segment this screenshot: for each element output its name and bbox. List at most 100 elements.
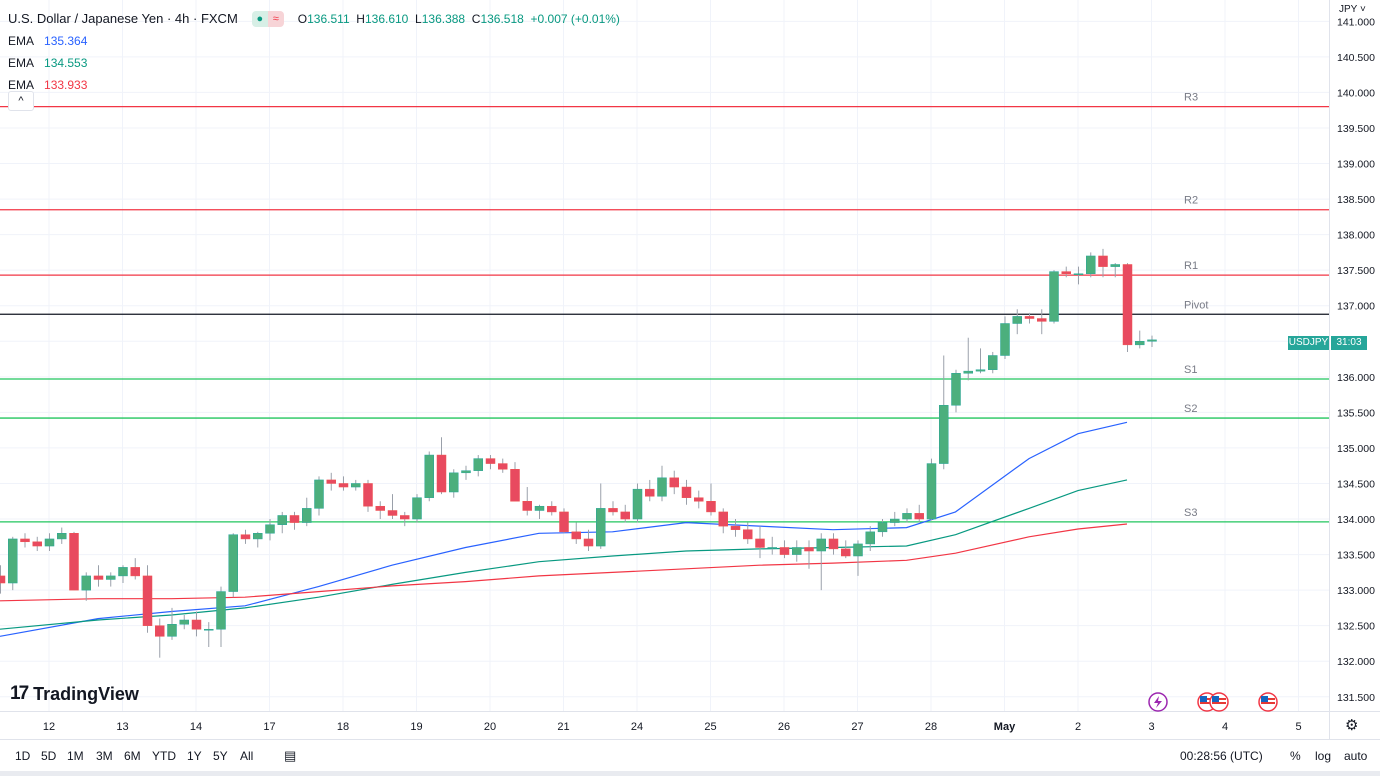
candle-88: [1073, 266, 1084, 285]
candle-22: [265, 519, 275, 541]
candle-body: [645, 488, 655, 497]
ema-row-2[interactable]: EMA 134.553: [8, 52, 620, 74]
settings-gear-icon[interactable]: ⚙: [1345, 717, 1359, 734]
candle-body: [1122, 264, 1133, 346]
candle-47: [571, 522, 581, 544]
candle-body: [828, 538, 839, 550]
currency-selector[interactable]: JPY ˅: [1339, 4, 1366, 15]
lightning-event-icon[interactable]: [1147, 691, 1169, 713]
percent-toggle[interactable]: %: [1290, 749, 1301, 763]
time-tick-6: 20: [484, 721, 496, 733]
symbol-title[interactable]: U.S. Dollar / Japanese Yen · 4h · FXCM: [8, 11, 238, 26]
price-tick-19: 141.000: [1337, 16, 1375, 28]
candle-body: [914, 513, 924, 520]
candle-body: [1037, 318, 1047, 322]
candle-40: [485, 455, 496, 470]
ema-value-3: 133.933: [44, 78, 88, 92]
timeframe-5d[interactable]: 5D: [41, 749, 57, 763]
candle-68: [828, 533, 839, 555]
timeframe-3m[interactable]: 3M: [96, 749, 113, 763]
candle-body: [32, 541, 42, 547]
market-open-icon: ●: [251, 11, 268, 27]
candle-93: [1135, 330, 1145, 349]
candle-body: [498, 463, 508, 470]
candle-45: [547, 501, 557, 516]
bottom-strip: [0, 771, 1380, 776]
candle-52: [632, 483, 643, 523]
candle-body: [755, 538, 765, 548]
candle-82: [1000, 316, 1010, 360]
price-tick-15: 139.000: [1337, 159, 1375, 171]
candle-body: [1110, 264, 1120, 267]
auto-toggle[interactable]: auto: [1344, 749, 1368, 763]
candle-71: [865, 526, 875, 552]
candle-body: [1147, 339, 1157, 342]
tradingview-logo[interactable]: 17 TradingView: [10, 683, 139, 705]
candle-78: [951, 369, 961, 413]
time-tick-10: 26: [778, 721, 790, 733]
candle-53: [645, 479, 655, 502]
timeframe-6m[interactable]: 6M: [124, 749, 141, 763]
candle-body: [694, 497, 704, 502]
price-axis-labels: 131.500 132.000 132.500 133.000 133.500 134.0…: [1337, 16, 1375, 703]
candle-12: [142, 565, 153, 633]
date-range-calendar-icon[interactable]: ▤: [284, 748, 297, 763]
candle-30: [363, 479, 373, 512]
time-tick-1: 13: [116, 721, 128, 733]
candle-body: [877, 522, 888, 533]
time-tick-8: 24: [631, 721, 643, 733]
candle-body: [596, 508, 606, 547]
level-label-pivot: Pivot: [1184, 299, 1208, 311]
level-label-r3: R3: [1184, 92, 1198, 104]
candle-body: [1061, 271, 1071, 274]
candles: [0, 248, 1157, 658]
candle-64: [779, 540, 790, 559]
us-flag-event-icon-3[interactable]: [1257, 691, 1279, 713]
candle-body: [106, 575, 116, 580]
candle-18: [216, 586, 226, 648]
ema-value-2: 134.553: [44, 56, 88, 70]
bar-countdown-tag: 31:03: [1331, 336, 1367, 350]
candle-body: [608, 508, 618, 513]
candle-body: [743, 529, 753, 540]
candle-89: [1086, 252, 1096, 278]
timeframe-1y[interactable]: 1Y: [187, 749, 202, 763]
timeframe-1m[interactable]: 1M: [67, 749, 84, 763]
ema-row-3[interactable]: EMA 133.933: [8, 74, 620, 96]
time-tick-3: 17: [263, 721, 275, 733]
ema-row-1[interactable]: EMA 135.364: [8, 30, 620, 52]
candle-10: [118, 565, 128, 584]
candle-15: [179, 615, 189, 630]
change-value: +0.007 (+0.01%): [530, 12, 620, 26]
approx-data-icon: ≈: [267, 11, 284, 27]
utc-clock[interactable]: 00:28:56 (UTC): [1180, 749, 1263, 763]
timeframe-ytd[interactable]: YTD: [152, 749, 176, 763]
timeframe-1d[interactable]: 1D: [15, 749, 31, 763]
time-tick-5: 19: [410, 721, 422, 733]
candle-body: [816, 538, 826, 552]
candle-body: [216, 591, 226, 630]
candle-94: [1147, 335, 1157, 347]
candle-8: [93, 565, 104, 587]
candle-17: [204, 622, 214, 648]
candle-body: [963, 370, 973, 374]
collapse-legend-button[interactable]: ^: [8, 91, 34, 111]
status-pill[interactable]: ● ≈: [251, 11, 284, 27]
tradingview-mark-icon: 17: [10, 683, 29, 704]
candle-body: [583, 538, 594, 547]
candle-85: [1037, 309, 1047, 335]
us-flag-event-icon-2[interactable]: [1208, 691, 1230, 713]
candle-body: [57, 533, 67, 540]
candle-body: [449, 472, 459, 493]
candle-body: [412, 497, 422, 520]
candle-body: [926, 463, 937, 520]
timeframe-all[interactable]: All: [240, 749, 254, 763]
log-toggle[interactable]: log: [1315, 749, 1332, 763]
price-tick-13: 138.000: [1337, 230, 1375, 242]
candle-body: [289, 515, 300, 523]
candle-41: [498, 458, 508, 473]
candle-body: [191, 619, 202, 630]
timeframe-5y[interactable]: 5Y: [213, 749, 228, 763]
candle-body: [8, 538, 18, 584]
